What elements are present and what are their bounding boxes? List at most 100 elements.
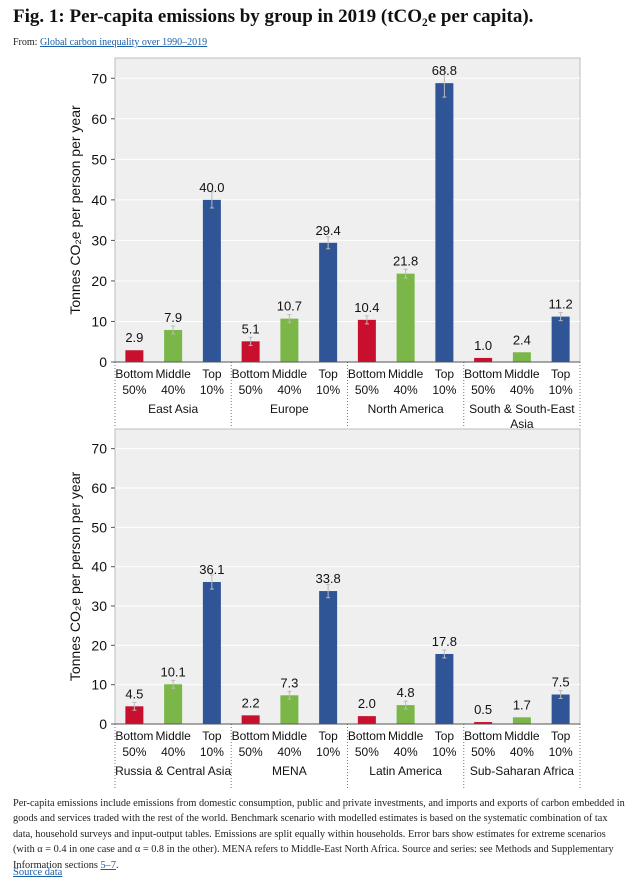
chart1-region-label: South & South-East — [469, 402, 575, 416]
chart2-ytick-label: 40 — [91, 559, 107, 575]
chart2-bar — [435, 653, 454, 724]
chart2-bar — [474, 722, 493, 724]
caption-text: Per-capita emissions include emissions f… — [13, 798, 625, 871]
chart1-category-label: 50% — [239, 383, 263, 397]
chart2-bar — [280, 695, 299, 724]
chart2-ytick-label: 60 — [91, 480, 107, 496]
source-data-link[interactable]: Source data — [13, 867, 63, 878]
chart1-bar — [357, 319, 376, 362]
chart1-category-label: 40% — [510, 383, 534, 397]
chart1-category-label: Bottom — [348, 367, 386, 381]
caption-section-link[interactable]: 5–7 — [100, 859, 116, 871]
chart2-category-label: 40% — [510, 745, 534, 759]
chart2-data-label: 4.8 — [397, 685, 415, 700]
chart1-bar — [435, 83, 454, 362]
chart2-category-label: Bottom — [348, 729, 386, 743]
chart1-ytick-label: 0 — [99, 354, 107, 370]
chart1-ytick-label: 10 — [91, 313, 107, 329]
chart1-region-label: North America — [368, 402, 444, 416]
chart1-data-label: 21.8 — [393, 254, 418, 269]
chart2-data-label: 36.1 — [199, 562, 224, 577]
chart2-category-label: Bottom — [115, 729, 153, 743]
chart2-plot-area — [114, 428, 581, 725]
chart2-data-label: 17.8 — [432, 634, 457, 649]
chart2-bar — [125, 706, 144, 724]
chart1-data-label: 11.2 — [548, 297, 572, 312]
chart1-category-label: 40% — [394, 383, 418, 397]
chart1-bar — [512, 352, 531, 362]
chart2-category-label: 10% — [549, 745, 573, 759]
chart1-category-label: 10% — [432, 383, 456, 397]
chart1-bar — [474, 357, 493, 362]
chart1-category-label: 50% — [122, 383, 146, 397]
chart1-ytick-label: 70 — [91, 70, 107, 86]
chart2-ytick-label: 70 — [91, 441, 107, 457]
chart1-data-label: 7.9 — [164, 310, 182, 325]
chart1-ytick-label: 30 — [91, 232, 107, 248]
chart1-data-label: 1.0 — [474, 338, 492, 353]
chart1-data-label: 2.9 — [125, 330, 143, 345]
chart2-region-label: Latin America — [369, 764, 442, 778]
figure-caption: Per-capita emissions include emissions f… — [13, 796, 625, 873]
chart1-region-label: East Asia — [148, 402, 198, 416]
chart2-category-label: Top — [318, 729, 338, 743]
chart1-region-label: Asia — [510, 417, 534, 431]
chart1-data-label: 2.4 — [513, 332, 531, 347]
chart1-category-label: Top — [202, 367, 222, 381]
chart2-category-label: Middle — [155, 729, 191, 743]
chart2-panel: 0 10 20 30 40 50 60 70 Tonnes CO₂e per person pe… — [67, 428, 581, 790]
chart2-data-label: 33.8 — [315, 571, 340, 586]
chart2-category-label: 10% — [316, 745, 340, 759]
chart1-category-label: Bottom — [115, 367, 153, 381]
chart1-data-label: 10.7 — [277, 299, 302, 314]
chart1-plot-area — [114, 57, 581, 363]
chart1-category-label: 40% — [161, 383, 185, 397]
chart2-region-label: Russia & Central Asia — [115, 764, 231, 778]
chart1-ytick-label: 60 — [91, 111, 107, 127]
chart1-data-label: 29.4 — [315, 223, 340, 238]
chart1-data-label: 10.4 — [354, 300, 379, 315]
chart2-category-label: 50% — [355, 745, 379, 759]
chart1-bar — [125, 350, 144, 362]
chart1-ytick-label: 20 — [91, 273, 107, 289]
chart2-category-label: 10% — [432, 745, 456, 759]
chart2-bar — [241, 715, 260, 724]
chart1-bar — [551, 316, 570, 362]
chart1-category-label: 10% — [549, 383, 573, 397]
chart2-ytick-label: 0 — [99, 716, 107, 732]
chart1-category-label: Top — [551, 367, 571, 381]
chart2-bar — [512, 717, 531, 724]
chart1-data-label: 40.0 — [199, 180, 224, 195]
from-line: From: Global carbon inequality over 1990… — [13, 37, 207, 48]
chart1-bar — [241, 341, 260, 362]
chart1-category-label: Middle — [388, 367, 424, 381]
chart1-bar — [164, 329, 183, 362]
chart2-bar — [202, 582, 221, 724]
chart1-y-axis-label: Tonnes CO₂e per person per year — [67, 105, 83, 315]
chart2-data-label: 2.2 — [242, 695, 260, 710]
chart1-region-label: Europe — [270, 402, 309, 416]
chart1-bar — [319, 242, 338, 362]
chart2-ytick-label: 20 — [91, 637, 107, 653]
chart1-category-label: Bottom — [464, 367, 502, 381]
chart2-y-axis-label: Tonnes CO₂e per person per year — [67, 472, 83, 682]
chart1-category-label: Middle — [504, 367, 540, 381]
article-link[interactable]: Global carbon inequality over 1990–2019 — [39, 37, 208, 48]
chart2-category-label: Middle — [272, 729, 308, 743]
chart1-bar — [202, 199, 221, 362]
chart2-data-label: 7.3 — [280, 675, 298, 690]
chart2-bar — [551, 694, 570, 724]
chart2-bar — [396, 705, 415, 724]
chart1-bar — [280, 318, 299, 362]
chart2-ytick-label: 30 — [91, 598, 107, 614]
chart1-category-label: Top — [435, 367, 455, 381]
chart2-data-label: 7.5 — [552, 675, 570, 690]
chart2-category-label: Middle — [388, 729, 424, 743]
chart2-category-label: Bottom — [464, 729, 502, 743]
chart1-category-label: Bottom — [232, 367, 270, 381]
chart2-bar — [357, 716, 376, 724]
chart1-category-label: Middle — [272, 367, 308, 381]
chart-figure: 0 10 20 30 40 50 60 70 Tonnes CO₂e per person pe… — [67, 57, 581, 790]
chart1-category-label: 40% — [277, 383, 301, 397]
chart2-category-label: 40% — [394, 745, 418, 759]
